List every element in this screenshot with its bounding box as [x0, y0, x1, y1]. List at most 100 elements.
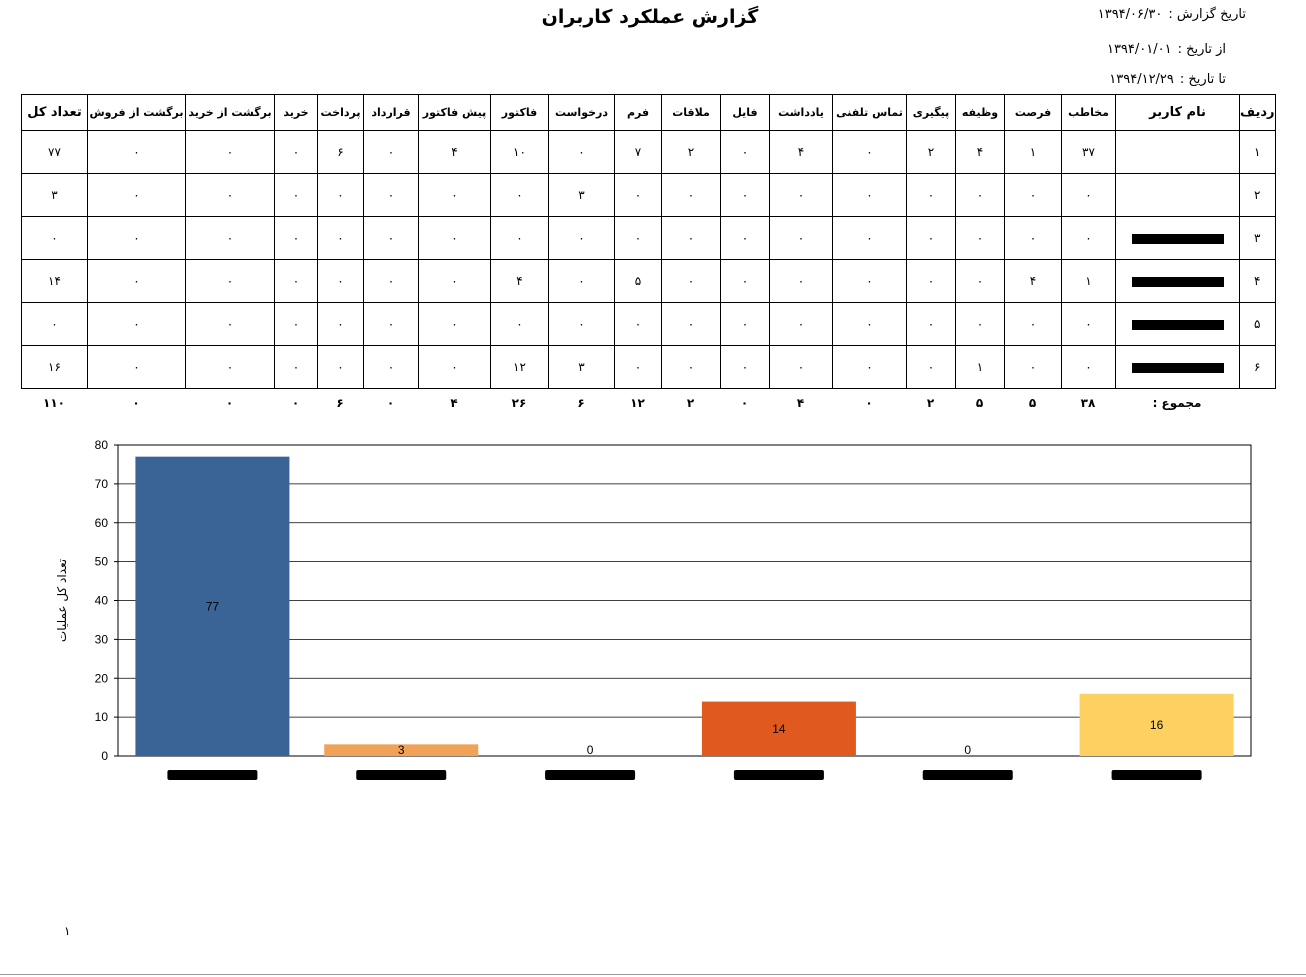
- value-cell: ۳: [21, 173, 88, 217]
- value-cell: ۰: [661, 216, 721, 260]
- bar: [135, 456, 290, 756]
- bar: [324, 744, 479, 756]
- redacted-category-label: [1111, 770, 1202, 780]
- value-cell: ۰: [548, 130, 615, 174]
- header-purchase: خرید: [274, 94, 318, 131]
- table-row: ۶ ۰ ۰ ۱ ۰ ۰ ۰ ۰ ۰ ۰ ۳ ۱۲ ۰ ۰ ۰ ۰ ۰ ۰ ۱۶: [21, 345, 1276, 389]
- value-cell: ۰: [490, 173, 549, 217]
- value-cell: ۰: [418, 173, 491, 217]
- table-row: ۴ ۱ ۴ ۰ ۰ ۰ ۰ ۰ ۰ ۵ ۰ ۴ ۰ ۰ ۰ ۰ ۰ ۰ ۱۴: [21, 259, 1276, 303]
- value-cell: ۰: [363, 345, 419, 389]
- header-followup: پیگیری: [906, 94, 956, 131]
- value-cell: ۰: [832, 345, 907, 389]
- y-axis-label: تعداد کل عملیات: [55, 559, 69, 642]
- value-cell: ۰: [185, 302, 275, 346]
- row-number-cell: ۵: [1239, 302, 1276, 346]
- bar-data-label: 0: [964, 743, 971, 757]
- value-cell: ۰: [1004, 345, 1062, 389]
- from-date-value: ۱۳۹۴/۰۱/۰۱: [1106, 42, 1172, 57]
- total-cell: ۶: [577, 396, 585, 410]
- y-tick-label: 50: [95, 555, 109, 569]
- value-cell: ۶: [317, 130, 364, 174]
- total-cell: ۰: [225, 396, 234, 410]
- value-cell: ۰: [418, 345, 491, 389]
- from-date: از تاریخ : ۱۳۹۴/۰۱/۰۱: [1107, 42, 1226, 57]
- value-cell: ۱۴: [21, 259, 88, 303]
- value-cell: ۰: [317, 302, 364, 346]
- value-cell: ۲: [906, 130, 956, 174]
- redacted-category-label: [167, 770, 258, 780]
- value-cell: ۰: [87, 216, 186, 260]
- user-name-cell: [1115, 130, 1240, 174]
- value-cell: ۰: [614, 173, 662, 217]
- row-number-cell: ۶: [1239, 345, 1276, 389]
- value-cell: ۴: [1004, 259, 1062, 303]
- value-cell: ۰: [832, 173, 907, 217]
- value-cell: ۰: [769, 345, 833, 389]
- header-proforma: پیش فاکتور: [418, 94, 491, 131]
- redacted-name-bar: [1131, 233, 1224, 244]
- header-sales-return: برگشت از فروش: [87, 94, 186, 131]
- total-cell: ۴: [450, 396, 458, 410]
- total-cell: ۰: [291, 396, 300, 410]
- row-number-cell: ۳: [1239, 216, 1276, 260]
- value-cell: ۰: [363, 302, 419, 346]
- value-cell: ۰: [87, 173, 186, 217]
- value-cell: ۳: [548, 173, 615, 217]
- header-contact: مخاطب: [1061, 94, 1116, 131]
- redacted-category-label: [733, 770, 824, 780]
- header-contract: قرارداد: [363, 94, 419, 131]
- y-tick-label: 40: [95, 594, 109, 608]
- value-cell: ۰: [955, 302, 1005, 346]
- value-cell: ۰: [832, 259, 907, 303]
- row-number-cell: ۴: [1239, 259, 1276, 303]
- value-cell: ۰: [769, 216, 833, 260]
- bar-data-label: 14: [772, 722, 786, 736]
- value-cell: ۰: [832, 216, 907, 260]
- value-cell: ۴: [769, 130, 833, 174]
- value-cell: ۷: [614, 130, 662, 174]
- value-cell: ۱۶: [21, 345, 88, 389]
- value-cell: ۰: [363, 130, 419, 174]
- value-cell: ۰: [274, 302, 318, 346]
- from-date-label: از تاریخ :: [1177, 42, 1226, 57]
- value-cell: ۰: [185, 216, 275, 260]
- header-meeting: ملاقات: [661, 94, 721, 131]
- value-cell: ۰: [906, 216, 956, 260]
- value-cell: ۰: [274, 345, 318, 389]
- bar-data-label: 16: [1150, 718, 1164, 732]
- value-cell: ۰: [363, 216, 419, 260]
- total-cell: ۰: [386, 396, 395, 410]
- value-cell: ۰: [661, 259, 721, 303]
- header-task: وظیفه: [955, 94, 1005, 131]
- value-cell: ۰: [317, 173, 364, 217]
- header-file: فایل: [720, 94, 770, 131]
- redacted-category-label: [922, 770, 1013, 780]
- y-tick-label: 60: [95, 516, 109, 530]
- value-cell: ۰: [1061, 302, 1116, 346]
- value-cell: ۰: [1004, 173, 1062, 217]
- user-name-cell: [1115, 216, 1240, 260]
- value-cell: ۰: [614, 216, 662, 260]
- row-number-cell: ۲: [1239, 173, 1276, 217]
- value-cell: ۰: [769, 302, 833, 346]
- value-cell: ۰: [769, 259, 833, 303]
- total-cell: ۰: [740, 396, 749, 410]
- value-cell: ۰: [363, 173, 419, 217]
- value-cell: ۲: [661, 130, 721, 174]
- user-name-cell: [1115, 302, 1240, 346]
- value-cell: ۰: [87, 130, 186, 174]
- value-cell: ۰: [769, 173, 833, 217]
- value-cell: ۰: [548, 259, 615, 303]
- value-cell: ۰: [490, 216, 549, 260]
- value-cell: ۱۰: [490, 130, 549, 174]
- user-name-cell: [1115, 345, 1240, 389]
- value-cell: ۳۷: [1061, 130, 1116, 174]
- redacted-name-bar: [1131, 276, 1224, 287]
- value-cell: ۰: [1061, 216, 1116, 260]
- value-cell: ۰: [832, 130, 907, 174]
- value-cell: ۰: [317, 259, 364, 303]
- y-tick-label: 10: [95, 710, 109, 724]
